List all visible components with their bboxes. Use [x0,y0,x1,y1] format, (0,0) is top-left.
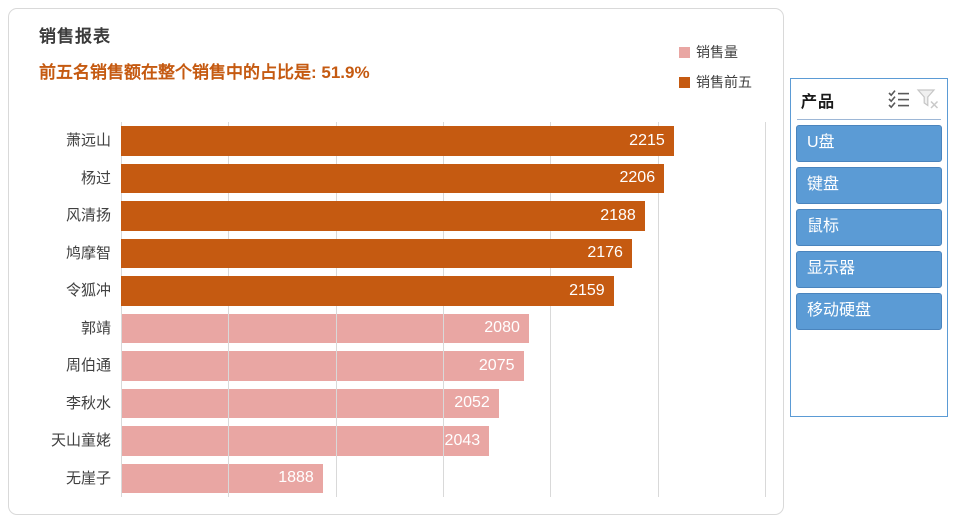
legend-swatch-pink [679,46,690,58]
x-gridline [335,122,337,497]
clear-filter-icon[interactable] [916,89,940,109]
slicer-item-2[interactable]: 键盘 [796,167,942,204]
category-label: 李秋水 [65,394,111,412]
x-gridline [657,122,659,497]
sales-report-chart-card[interactable]: 销售报表 前五名销售额在整个销售中的占比是: 51.9% 销售量 销售前五 萧远… [8,8,784,515]
slicer-item-1[interactable]: U盘 [796,125,942,162]
bar-value-label: 2215 [629,131,665,149]
product-slicer[interactable]: 产品 U盘键盘鼠标显示器移动硬盘 [790,78,948,417]
category-label: 天山童姥 [50,432,111,449]
slicer-item-3[interactable]: 鼠标 [796,209,942,246]
chart-title: 销售报表 [39,27,111,46]
legend-swatch-orange [679,76,690,88]
bar-value-label: 2188 [600,206,636,224]
bar-value-label: 2080 [484,319,520,337]
chart-subtitle: 前五名销售额在整个销售中的占比是: 51.9% [39,63,370,82]
slicer-title: 产品 [801,94,836,111]
multi-select-icon[interactable] [887,89,911,109]
bar[interactable]: 2052 [121,388,499,418]
category-label: 鸠摩智 [65,244,111,262]
x-gridline [550,122,552,497]
slicer-header-divider [797,119,941,120]
bar[interactable]: 2043 [121,426,490,456]
bar-value-label: 2043 [444,431,481,449]
slicer-item-5[interactable]: 移动硬盘 [796,293,942,330]
bar[interactable]: 2188 [121,201,645,231]
legend-label: 销售前五 [696,74,752,90]
category-label: 风清扬 [65,207,111,224]
bar[interactable]: 2215 [121,126,674,156]
category-label: 令狐冲 [65,282,111,299]
bar[interactable]: 2080 [121,313,529,343]
bar[interactable]: 2176 [121,238,632,268]
category-label: 郭靖 [80,319,111,337]
legend-item-top-five[interactable]: 销售前五 [679,67,752,97]
legend-label: 销售量 [696,44,738,60]
bar[interactable]: 2075 [121,351,524,381]
plot-area: 萧远山 2215 杨过 2206 风清扬 2188 鸠摩智 2176 令狐冲 2159 郭靖 2080… [51,122,766,497]
bar-value-label: 2176 [587,244,623,262]
legend-item-sales-volume[interactable]: 销售量 [679,37,752,67]
category-label: 萧远山 [65,132,111,149]
bar-value-label: 2075 [478,356,515,374]
x-gridline [228,122,230,497]
category-label: 周伯通 [65,357,111,374]
bar-value-label: 1888 [278,469,314,487]
x-gridline [121,122,122,497]
bar-value-label: 2159 [569,281,605,299]
chart-legend: 销售量 销售前五 [679,37,752,97]
x-gridline [443,122,444,497]
bar-value-label: 2052 [454,394,490,412]
bar-value-label: 2206 [619,169,656,187]
bar[interactable]: 2159 [121,276,614,306]
bar[interactable]: 1888 [121,463,323,493]
category-label: 无崖子 [65,469,111,487]
slicer-header: 产品 [791,79,947,120]
bar[interactable]: 2206 [121,163,665,193]
x-gridline [765,122,766,497]
slicer-item-4[interactable]: 显示器 [796,251,942,288]
category-label: 杨过 [80,169,111,187]
